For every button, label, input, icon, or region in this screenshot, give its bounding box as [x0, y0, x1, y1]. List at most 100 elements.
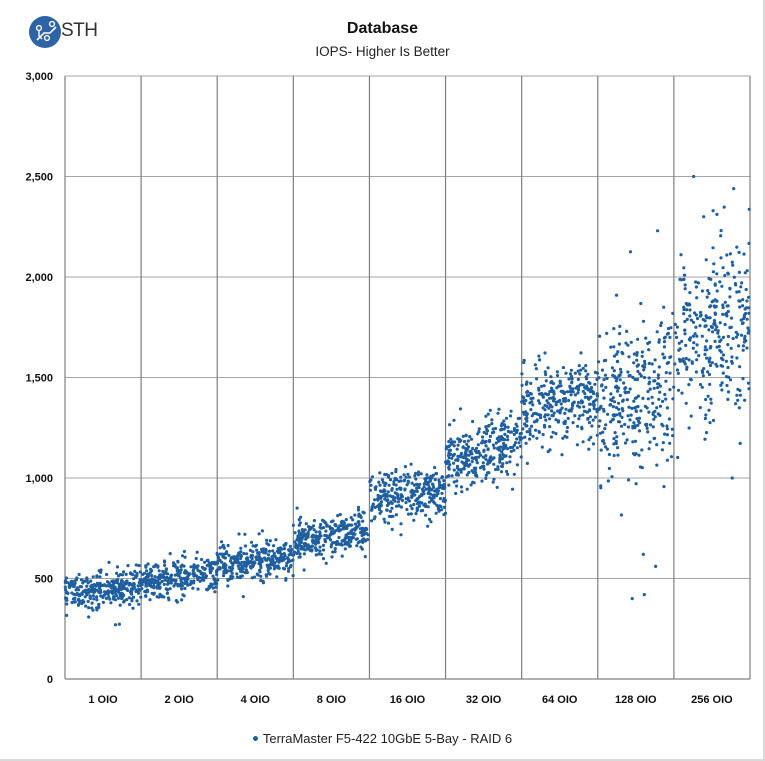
data-point — [688, 314, 692, 318]
data-point — [328, 527, 332, 531]
data-point — [501, 447, 505, 451]
data-point — [581, 389, 585, 393]
data-point — [719, 364, 723, 368]
data-point — [335, 528, 339, 532]
data-point — [210, 561, 214, 565]
data-point — [167, 581, 171, 585]
data-point — [688, 338, 692, 342]
data-point — [415, 482, 419, 486]
data-point — [239, 546, 243, 550]
data-point — [600, 368, 605, 372]
data-point — [366, 538, 370, 542]
data-point — [431, 482, 435, 486]
data-point — [427, 490, 431, 494]
data-point — [192, 563, 196, 567]
data-point — [387, 483, 391, 487]
data-point — [591, 391, 596, 396]
data-point — [490, 418, 494, 422]
data-point — [115, 571, 119, 575]
data-point — [406, 472, 410, 476]
data-point — [349, 531, 353, 536]
data-point — [459, 470, 463, 474]
data-point — [605, 376, 609, 381]
data-point — [515, 463, 520, 467]
data-point — [429, 492, 433, 496]
data-point — [462, 439, 467, 444]
data-point — [715, 272, 719, 276]
data-point — [492, 456, 496, 460]
data-point — [667, 417, 672, 421]
data-point — [634, 409, 638, 414]
data-point — [235, 557, 240, 561]
data-point — [622, 381, 626, 385]
data-point — [420, 487, 425, 491]
data-point — [634, 405, 638, 409]
data-point — [211, 574, 215, 578]
data-point — [596, 360, 601, 364]
data-point — [636, 394, 641, 398]
data-point — [738, 299, 742, 303]
data-point — [477, 451, 481, 455]
data-point — [531, 403, 535, 407]
data-point — [540, 393, 544, 397]
data-point — [399, 533, 403, 537]
data-point — [713, 339, 717, 343]
data-point — [704, 413, 708, 417]
data-point — [168, 552, 172, 556]
data-point — [91, 575, 95, 579]
data-point — [648, 440, 652, 444]
data-point — [356, 508, 361, 512]
data-point — [549, 435, 554, 439]
data-point — [713, 311, 717, 315]
data-point — [346, 540, 350, 545]
data-point — [578, 414, 582, 418]
data-point — [449, 437, 453, 441]
data-point — [652, 417, 656, 421]
data-point — [616, 389, 620, 393]
data-point — [70, 600, 74, 605]
data-point — [209, 582, 213, 586]
data-point — [475, 461, 479, 465]
data-point — [336, 542, 340, 546]
data-point — [606, 479, 610, 483]
data-point — [232, 561, 236, 565]
data-point — [432, 496, 436, 500]
data-point — [615, 352, 619, 356]
data-point — [258, 570, 262, 574]
data-point — [635, 377, 640, 382]
data-point — [743, 337, 747, 341]
data-point — [712, 262, 716, 266]
data-point — [252, 575, 256, 579]
data-point — [734, 335, 739, 339]
data-point — [618, 413, 622, 417]
data-point — [575, 443, 580, 447]
data-point — [99, 568, 103, 572]
data-point — [588, 408, 592, 412]
data-point — [138, 570, 142, 574]
data-point — [662, 356, 666, 360]
data-point — [224, 570, 228, 575]
data-point — [668, 355, 672, 359]
data-point — [618, 393, 622, 398]
data-point — [499, 445, 503, 449]
data-point — [134, 589, 138, 594]
data-point — [620, 415, 624, 419]
data-point — [303, 542, 308, 546]
data-point — [566, 416, 570, 420]
data-point — [747, 311, 751, 315]
x-tick-label: 1 OIO — [88, 694, 118, 706]
data-point — [139, 595, 143, 599]
data-point — [587, 380, 591, 385]
data-point — [616, 446, 620, 450]
data-point — [63, 596, 68, 600]
data-point — [503, 432, 507, 436]
data-point — [108, 597, 112, 601]
data-point — [568, 384, 572, 388]
data-point — [692, 341, 696, 345]
data-point — [450, 474, 454, 478]
data-point — [640, 350, 645, 354]
data-point — [612, 413, 616, 417]
data-point — [165, 591, 169, 595]
data-point — [619, 513, 624, 517]
data-point — [195, 550, 199, 554]
